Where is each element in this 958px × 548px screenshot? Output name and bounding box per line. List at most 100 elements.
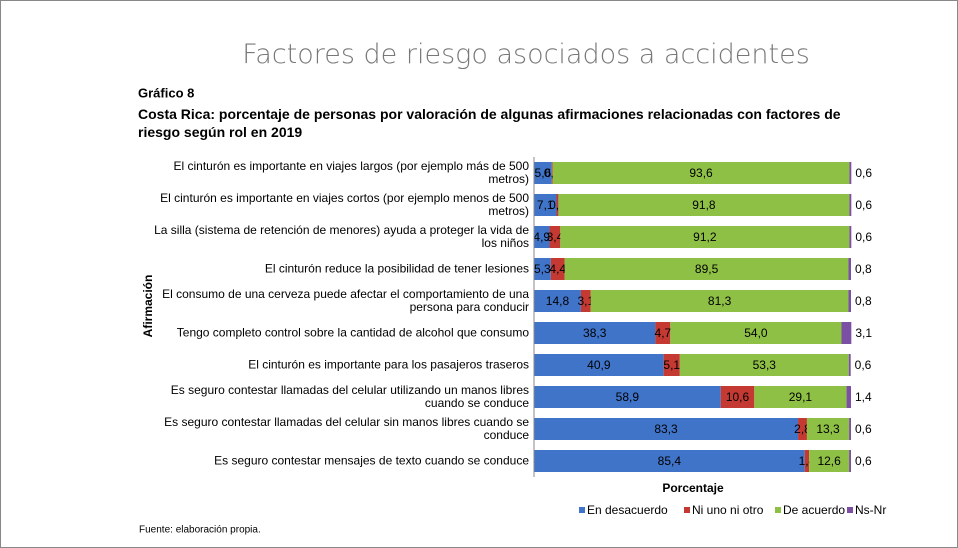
chart-title: Costa Rica: porcentaje de personas por v… xyxy=(138,106,841,140)
bar-segment xyxy=(806,418,850,440)
category-label: El cinturón es importante en viajes cort… xyxy=(160,191,529,218)
bar-segment xyxy=(534,258,551,280)
bar-segment xyxy=(534,418,799,440)
bar-segment xyxy=(534,226,550,248)
bar-segment xyxy=(809,450,850,472)
value-label: 3,1 xyxy=(577,294,594,308)
value-label: 3,4 xyxy=(547,230,564,244)
category-label: La silla (sistema de retención de menore… xyxy=(154,223,529,250)
bar-segment xyxy=(679,354,849,376)
category-label: El cinturón es importante en viajes larg… xyxy=(173,159,529,186)
value-label: 38,3 xyxy=(583,326,607,340)
value-label: 14,8 xyxy=(546,294,570,308)
value-label: 0,6 xyxy=(855,198,872,212)
bar-segment xyxy=(590,290,849,312)
legend-label: De acuerdo xyxy=(783,503,845,517)
category-label: Es seguro contestar llamadas del celular… xyxy=(164,415,529,442)
bar-segment xyxy=(849,418,851,440)
legend-label: Ns-Nr xyxy=(855,503,886,517)
bar-segment xyxy=(580,290,591,312)
bar-segment xyxy=(534,354,664,376)
value-label: 7,1 xyxy=(537,198,554,212)
value-label: 91,2 xyxy=(693,230,717,244)
bar-segment xyxy=(551,162,553,184)
legend-label: En desacuerdo xyxy=(587,503,668,517)
value-label: 0,6 xyxy=(855,230,872,244)
value-label: 5,1 xyxy=(663,358,680,372)
category-label: El consumo de una cerveza puede afectar … xyxy=(162,287,529,314)
legend-swatch xyxy=(775,507,781,513)
category-label: Es seguro contestar mensajes de texto cu… xyxy=(214,453,529,468)
legend-swatch xyxy=(684,507,690,513)
value-label: 89,5 xyxy=(695,262,719,276)
bar-segment xyxy=(754,386,847,408)
value-label: 83,3 xyxy=(654,422,678,436)
bar-segment xyxy=(560,226,850,248)
value-label: 40,9 xyxy=(587,358,611,372)
value-label: 2,8 xyxy=(794,422,811,436)
value-label: 4,9 xyxy=(533,230,550,244)
bar-segment xyxy=(670,322,842,344)
bar-segment xyxy=(534,450,805,472)
value-label: 0,6 xyxy=(855,422,872,436)
value-label: 0,6 xyxy=(855,166,872,180)
bar-segment xyxy=(558,194,850,216)
bar-segment xyxy=(841,322,852,344)
value-label: 13,3 xyxy=(816,422,840,436)
value-label: 81,3 xyxy=(708,294,732,308)
value-label: 4,4 xyxy=(549,262,566,276)
bar-segment xyxy=(848,290,851,312)
value-label: 10,6 xyxy=(726,390,750,404)
value-label: 85,4 xyxy=(658,454,682,468)
bar-segment xyxy=(564,258,849,280)
chart-label: Gráfico 8 xyxy=(138,85,194,100)
value-label: 0,6 xyxy=(855,358,872,372)
bar-segment xyxy=(804,450,810,472)
bar-segment xyxy=(849,226,852,248)
category-label: El cinturón reduce la posibilidad de ten… xyxy=(264,261,529,276)
bar-segment xyxy=(534,194,557,216)
bar-segment xyxy=(849,194,852,216)
category-label: Tengo completo control sobre la cantidad… xyxy=(176,325,529,340)
value-label: 53,3 xyxy=(753,358,777,372)
bar-segment xyxy=(556,194,559,216)
bar-segment xyxy=(534,162,552,184)
slide-title: Factores de riesgo asociados a accidente… xyxy=(242,39,810,70)
value-label: 4,7 xyxy=(655,326,672,340)
value-label: 91,8 xyxy=(692,198,716,212)
value-label: 5,3 xyxy=(534,262,551,276)
value-label: 29,1 xyxy=(789,390,813,404)
legend-swatch xyxy=(847,507,853,513)
value-label: 93,6 xyxy=(689,166,713,180)
legend-swatch xyxy=(579,507,585,513)
category-label: El cinturón es importante para los pasaj… xyxy=(248,357,529,372)
value-label: 0,8 xyxy=(855,262,872,276)
y-axis-label: Afirmación xyxy=(141,275,155,338)
legend-label: Ni uno ni otro xyxy=(692,503,764,517)
bar-segment xyxy=(655,322,671,344)
bar-segment xyxy=(798,418,807,440)
bar-segment xyxy=(549,226,561,248)
value-label: 5,6 xyxy=(535,166,552,180)
bar-segment xyxy=(848,258,851,280)
value-label: 54,0 xyxy=(744,326,768,340)
bar-segment xyxy=(534,322,656,344)
bar-segment xyxy=(534,386,721,408)
bar-segment xyxy=(550,258,565,280)
bar-segment xyxy=(663,354,680,376)
bar-segment xyxy=(849,450,851,472)
value-label: 58,9 xyxy=(616,390,640,404)
value-label: 1,4 xyxy=(855,390,872,404)
value-label: 3,1 xyxy=(855,326,872,340)
bar-segment xyxy=(848,354,851,376)
value-label: 12,6 xyxy=(817,454,841,468)
value-label: 0,6 xyxy=(855,454,872,468)
source: Fuente: elaboración propia. xyxy=(139,525,261,536)
bar-segment xyxy=(534,290,581,312)
bar-segment xyxy=(849,162,852,184)
x-axis-label: Porcentaje xyxy=(662,481,724,495)
value-label: 0,8 xyxy=(855,294,872,308)
bar-segment xyxy=(720,386,755,408)
